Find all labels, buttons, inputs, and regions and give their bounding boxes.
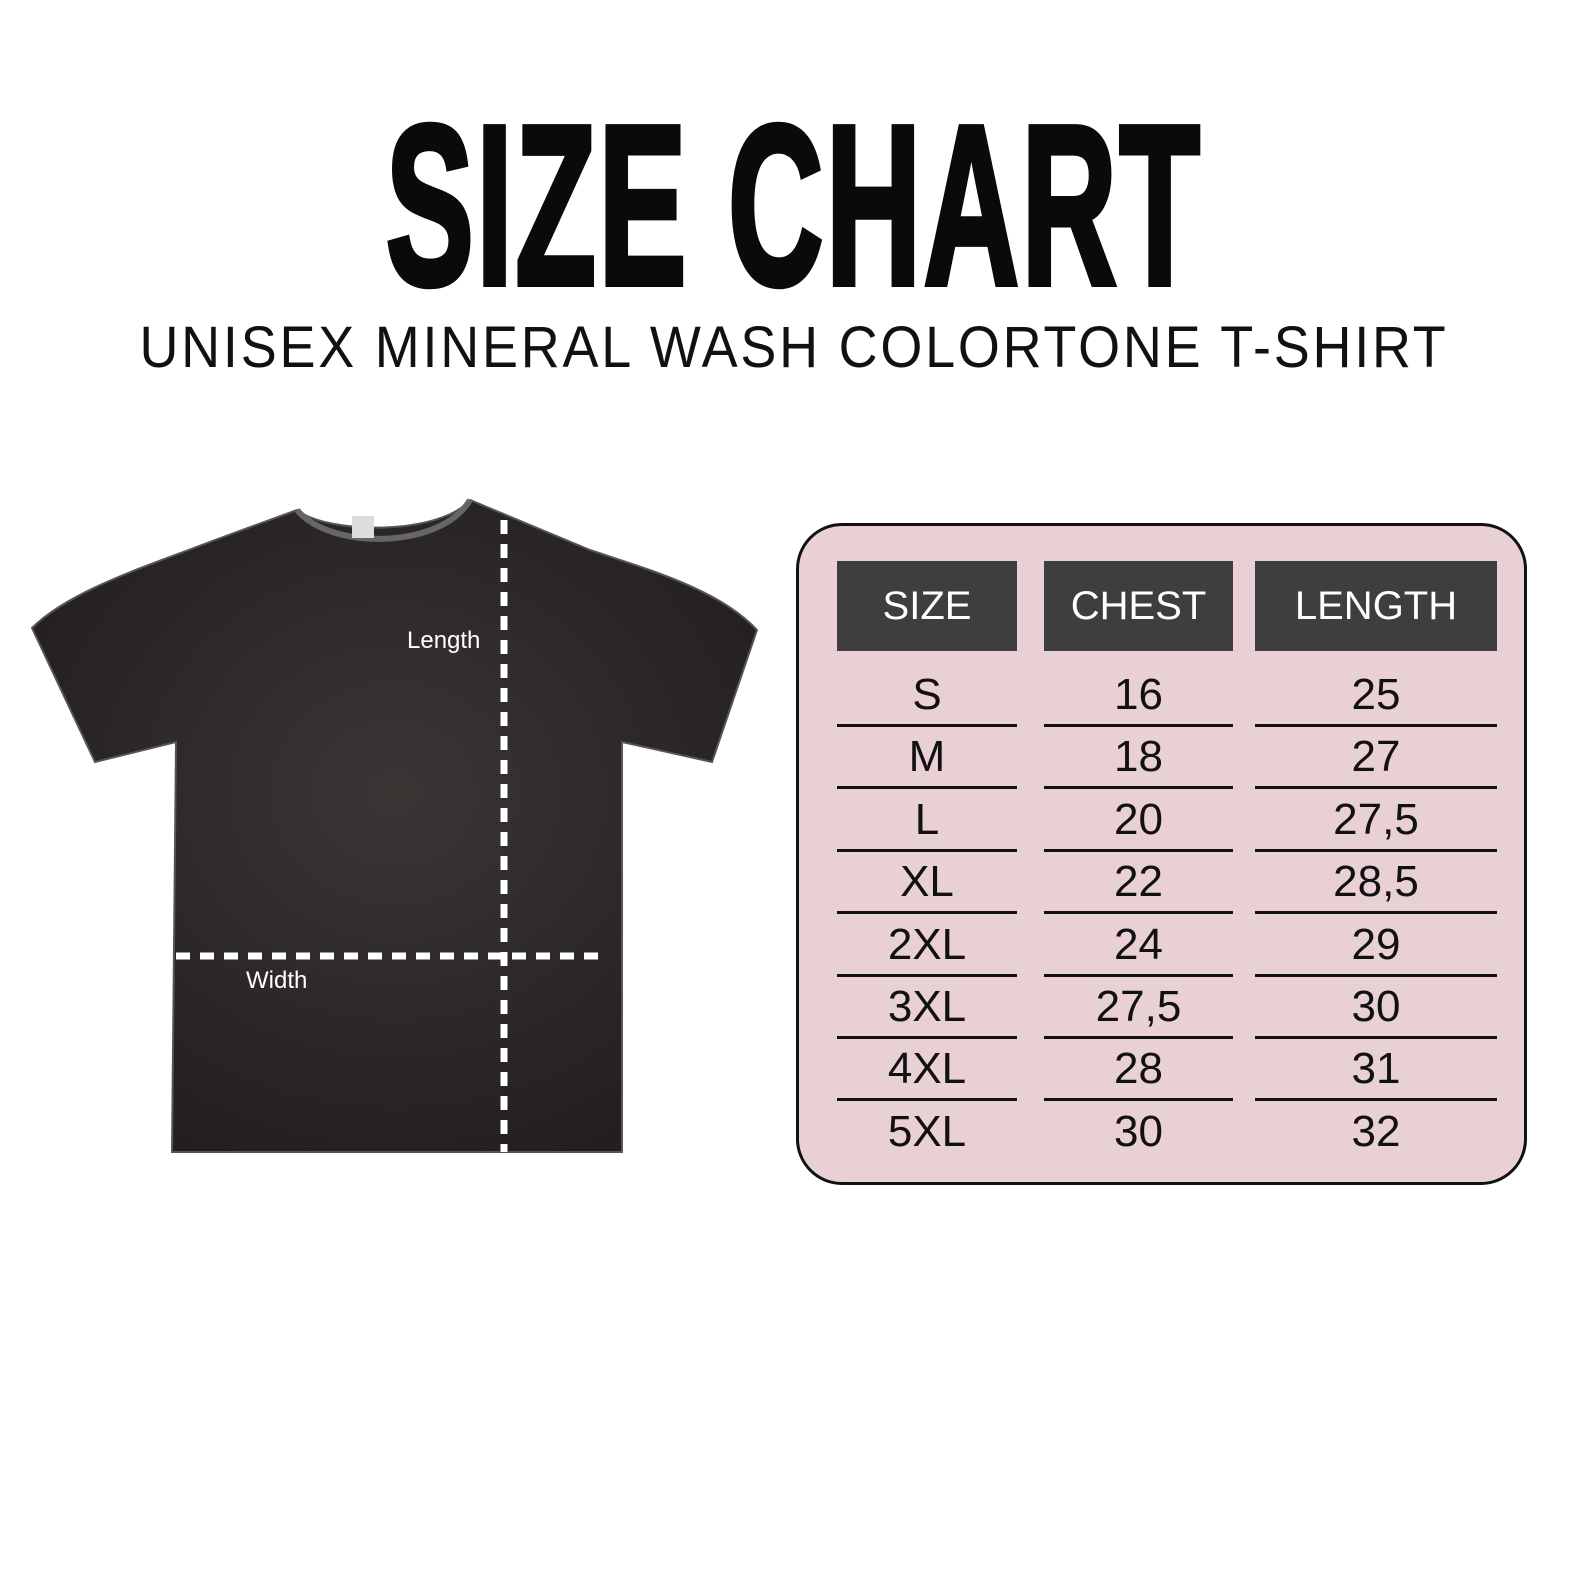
length-cell: 25 (1351, 670, 1401, 719)
chest-cell: 27,5 (1095, 982, 1182, 1031)
row-divider (837, 724, 1017, 727)
size-table: SIZE CHEST LENGTH S 16 25 M 18 27 L 20 27,5 XL 22 2… (796, 523, 1527, 1185)
length-cell: 27 (1351, 732, 1401, 782)
length-cell: 32 (1351, 1106, 1401, 1156)
tshirt-illustration (30, 498, 759, 1153)
width-label: Width (246, 967, 308, 994)
header-chest: CHEST (1044, 561, 1233, 651)
page-title: SIZE CHART (384, 79, 1203, 333)
row-divider (1255, 1036, 1497, 1039)
page-subtitle: UNISEX MINERAL WASH COLORTONE T-SHIRT (139, 315, 1449, 380)
chest-cell: 28 (1114, 1044, 1163, 1094)
row-divider (1255, 911, 1497, 915)
chest-cell: 22 (1114, 857, 1163, 907)
header-size: SIZE (837, 561, 1017, 651)
row-divider (837, 848, 1017, 852)
row-divider (1255, 848, 1497, 852)
length-cell: 31 (1351, 1044, 1401, 1094)
length-cell: 28,5 (1333, 857, 1419, 907)
length-label: Length (407, 627, 481, 654)
size-cell: 5XL (887, 1106, 967, 1156)
tshirt-tag (352, 516, 374, 538)
header-length: LENGTH (1255, 561, 1497, 651)
row-divider (837, 911, 1017, 915)
row-divider (837, 1036, 1017, 1039)
tshirt-body (30, 498, 759, 1153)
length-cell: 27,5 (1333, 794, 1419, 844)
size-cell: XL (900, 857, 954, 907)
row-divider (837, 973, 1017, 977)
row-divider (1044, 1036, 1233, 1039)
size-cell: 2XL (887, 919, 967, 969)
row-divider (1255, 724, 1497, 727)
row-divider (1044, 786, 1233, 790)
row-divider (1044, 1098, 1233, 1102)
row-divider (1255, 973, 1497, 977)
length-cell: 30 (1351, 982, 1401, 1031)
chest-cell: 16 (1114, 670, 1163, 719)
length-cell: 29 (1351, 919, 1401, 969)
size-cell: 3XL (887, 982, 967, 1031)
row-divider (1255, 1098, 1497, 1102)
chest-cell: 24 (1114, 919, 1163, 969)
row-divider (1044, 973, 1233, 977)
row-divider (1044, 911, 1233, 915)
chest-cell: 18 (1114, 732, 1163, 782)
row-divider (837, 1098, 1017, 1102)
row-divider (837, 786, 1017, 790)
size-cell: L (914, 794, 940, 844)
chest-cell: 30 (1114, 1106, 1163, 1156)
row-divider (1044, 724, 1233, 727)
row-divider (1044, 848, 1233, 852)
row-divider (1255, 786, 1497, 790)
size-cell: M (908, 732, 946, 782)
size-cell: S (912, 670, 942, 719)
size-cell: 4XL (887, 1044, 967, 1094)
chest-cell: 20 (1114, 794, 1163, 844)
tshirt-collar (294, 498, 473, 542)
